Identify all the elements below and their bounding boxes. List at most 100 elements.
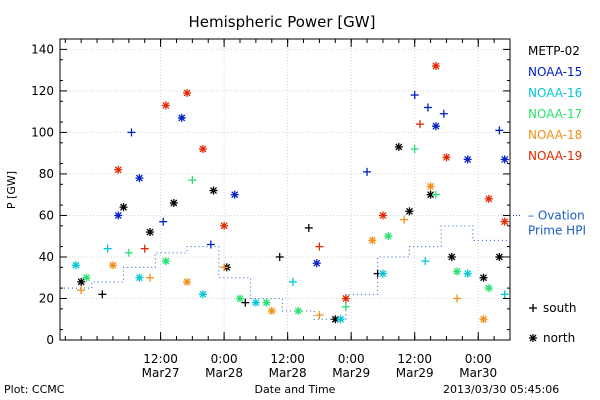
data-point xyxy=(114,211,123,220)
asterisk-stroke-d2 xyxy=(485,195,493,203)
data-point xyxy=(442,153,451,162)
data-point xyxy=(463,269,472,278)
data-points xyxy=(71,61,509,324)
data-point xyxy=(363,167,372,176)
asterisk-stroke-d2 xyxy=(162,101,170,109)
y-axis-label: P [GW] xyxy=(5,171,18,209)
legend-entry: NOAA-16 xyxy=(528,86,582,100)
data-point xyxy=(108,261,117,270)
y-tick-label: 20 xyxy=(39,291,54,305)
asterisk-stroke-d2 xyxy=(77,278,85,286)
x-tick-label-date: Mar30 xyxy=(459,366,497,380)
data-point xyxy=(384,232,393,241)
data-point xyxy=(484,284,493,293)
asterisk-stroke-d2 xyxy=(464,270,472,278)
series-noaa-17 xyxy=(82,145,493,315)
data-point xyxy=(183,277,192,286)
asterisk-stroke-d2 xyxy=(120,203,127,211)
data-point xyxy=(230,190,239,199)
data-point xyxy=(127,128,136,137)
data-point xyxy=(315,311,324,320)
data-point xyxy=(378,269,387,278)
y-tick-label: 100 xyxy=(31,125,54,139)
x-tick-label-time: 12:00 xyxy=(270,352,305,366)
asterisk-stroke-d2 xyxy=(220,222,228,230)
asterisk-stroke-d2 xyxy=(501,218,509,226)
legend-entry: METP-02 xyxy=(528,44,580,58)
data-point xyxy=(220,221,229,230)
asterisk-stroke-d2 xyxy=(368,236,376,244)
data-point xyxy=(71,261,80,270)
x-tick-label-date: Mar28 xyxy=(269,366,307,380)
chart-title: Hemispheric Power [GW] xyxy=(189,13,376,31)
data-point xyxy=(103,244,112,253)
y-tick-label: 120 xyxy=(31,84,54,98)
data-point xyxy=(177,113,186,122)
y-tick-label: 0 xyxy=(46,333,54,347)
y-tick-label: 80 xyxy=(39,167,54,181)
x-tick-label-time: 12:00 xyxy=(397,352,432,366)
series-noaa-19 xyxy=(114,61,509,303)
data-point xyxy=(410,145,419,154)
asterisk-stroke-d2 xyxy=(294,307,302,315)
data-point xyxy=(135,174,144,183)
legend-entry: NOAA-15 xyxy=(528,65,582,79)
x-tick-label-time: 0:00 xyxy=(465,352,492,366)
data-point xyxy=(188,176,197,185)
asterisk-stroke-d2 xyxy=(379,211,387,219)
asterisk-stroke-d2 xyxy=(183,278,191,286)
asterisk-stroke-d2 xyxy=(170,199,178,207)
data-point xyxy=(453,267,462,276)
data-point xyxy=(209,186,218,195)
legend-north-marker xyxy=(529,334,537,342)
data-point xyxy=(479,273,488,282)
data-point xyxy=(220,263,229,272)
asterisk-stroke-d2 xyxy=(384,232,392,240)
asterisk-stroke-d2 xyxy=(529,334,537,342)
plot-timestamp: 2013/03/30 05:45:06 xyxy=(443,383,559,396)
data-point xyxy=(114,165,123,174)
data-point xyxy=(368,236,377,245)
data-point xyxy=(336,315,345,324)
data-point xyxy=(119,203,128,212)
data-point xyxy=(236,294,244,303)
asterisk-stroke-d2 xyxy=(236,295,244,302)
y-tick-label: 140 xyxy=(31,42,54,56)
data-point xyxy=(262,298,271,307)
x-tick-label-time: 12:00 xyxy=(143,352,178,366)
data-point xyxy=(500,290,509,299)
asterisk-stroke-d2 xyxy=(231,191,239,199)
asterisk-stroke-d2 xyxy=(199,290,207,298)
data-point xyxy=(206,240,215,249)
legend-south-label: south xyxy=(543,301,577,315)
data-point xyxy=(275,252,284,261)
data-point xyxy=(447,252,456,261)
asterisk-stroke-d2 xyxy=(252,299,260,307)
plot-credit: Plot: CCMC xyxy=(4,383,65,396)
data-point xyxy=(146,273,154,282)
data-point xyxy=(495,126,504,135)
asterisk-stroke-d2 xyxy=(405,207,413,215)
data-point xyxy=(294,306,303,315)
data-point xyxy=(312,259,321,268)
asterisk-stroke-d2 xyxy=(263,299,270,307)
data-point xyxy=(378,211,387,220)
data-point xyxy=(183,88,192,97)
x-tick-label-date: Mar28 xyxy=(205,366,243,380)
asterisk-stroke-d2 xyxy=(443,153,450,161)
legend-south-marker xyxy=(529,304,537,312)
asterisk-stroke-d2 xyxy=(337,315,345,323)
data-point xyxy=(431,61,440,70)
legend-entry: NOAA-19 xyxy=(528,149,582,163)
data-point xyxy=(241,298,250,307)
data-point xyxy=(421,257,430,266)
asterisk-stroke-d2 xyxy=(464,155,472,163)
asterisk-stroke-d2 xyxy=(313,259,321,267)
data-point xyxy=(495,252,504,261)
ovation-hpi-line xyxy=(60,225,511,320)
data-point xyxy=(267,306,276,315)
data-point xyxy=(405,207,414,216)
asterisk-stroke-d2 xyxy=(146,228,154,236)
